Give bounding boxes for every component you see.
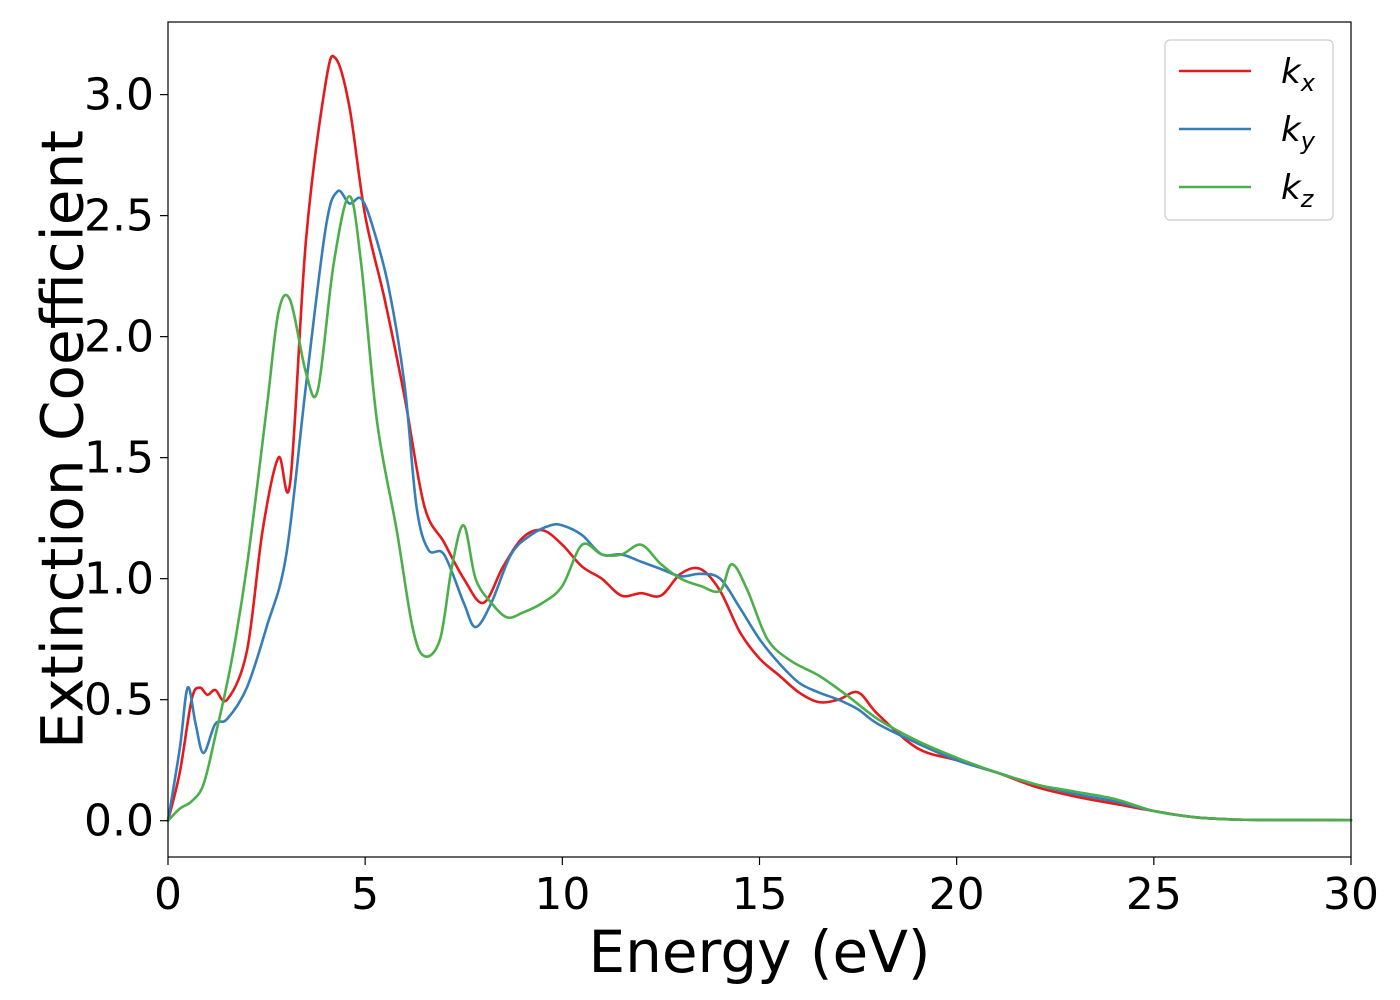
- plot-lines: [166, 54, 1353, 822]
- x-axis-label: Energy (eV): [588, 918, 930, 986]
- x-tick-label: 0: [154, 869, 182, 920]
- series-line-y: [166, 189, 1353, 822]
- y-tick-label: 0.5: [84, 675, 154, 726]
- series-line-z: [166, 194, 1353, 822]
- y-tick-label: 3.0: [84, 70, 154, 121]
- y-tick-label: 1.0: [84, 554, 154, 605]
- y-tick-label: 1.5: [84, 433, 154, 484]
- y-tick-label: 2.5: [84, 191, 154, 242]
- y-tick-label: 0.0: [84, 796, 154, 847]
- x-tick-label: 30: [1323, 869, 1379, 920]
- x-tick-label: 5: [351, 869, 379, 920]
- y-axis-ticks: 0.0 0.5 1.0 1.5 2.0 2.5 3.0: [84, 70, 168, 847]
- x-tick-label: 10: [534, 869, 590, 920]
- x-tick-label: 25: [1126, 869, 1182, 920]
- y-tick-label: 2.0: [84, 312, 154, 363]
- x-tick-label: 15: [732, 869, 788, 920]
- x-tick-label: 20: [929, 869, 985, 920]
- x-axis-ticks: 0 5 10 15 20 25 30: [154, 857, 1379, 920]
- y-axis-label: Extinction Coefficient: [28, 130, 96, 749]
